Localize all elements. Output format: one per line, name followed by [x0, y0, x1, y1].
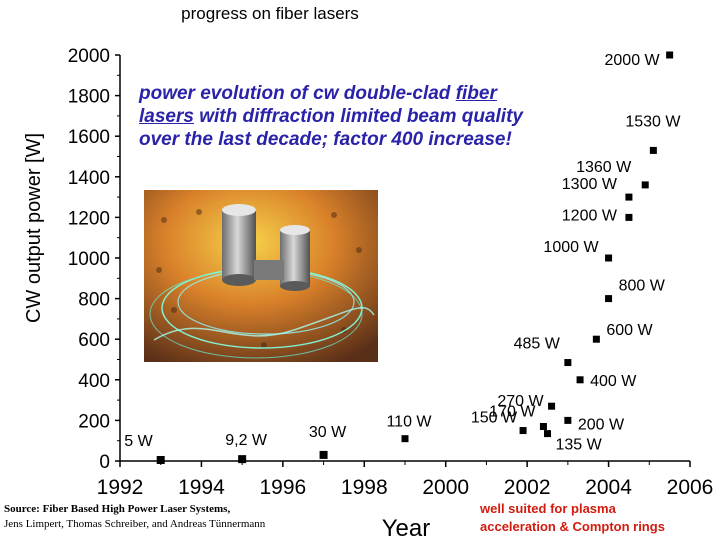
x-tick-label: 2006 [667, 476, 714, 499]
data-point-label: 1530 W [625, 113, 681, 130]
y-tick-label: 200 [78, 411, 110, 432]
y-tick-label: 400 [78, 371, 110, 392]
x-tick-label: 2002 [504, 476, 551, 499]
source-citation: Source: Fiber Based High Power Laser Sys… [4, 502, 354, 532]
source-line-2: Jens Limpert, Thomas Schreiber, and Andr… [4, 518, 266, 530]
x-ticks: 1992 1994 1996 1998 2000 2002 2004 2006 [97, 461, 714, 499]
data-point-label: 150 W [471, 410, 518, 427]
data-point [539, 422, 547, 430]
x-tick-label: 1992 [97, 476, 144, 499]
x-axis-label: Year [382, 515, 431, 540]
fiber-laser-photo [144, 190, 378, 362]
data-point [576, 376, 584, 384]
y-tick-label: 2000 [68, 46, 110, 67]
chart-annotation: power evolution of cw double-clad fiber … [139, 82, 539, 151]
y-axis-label: CW output power [W] [23, 133, 45, 323]
data-point [666, 51, 674, 59]
data-point-label: 110 W [386, 414, 432, 431]
y-tick-label: 1400 [68, 168, 110, 189]
y-tick-label: 600 [78, 330, 110, 351]
y-tick-label: 0 [99, 452, 110, 473]
x-tick-label: 1994 [178, 476, 225, 499]
application-note-line-2: acceleration & Compton rings [480, 519, 665, 534]
application-note-line-1: well suited for plasma [480, 501, 616, 516]
data-point-label: 5 W [124, 433, 153, 450]
data-point-label: 600 W [606, 322, 653, 339]
data-point [625, 193, 633, 201]
data-point-label: 2000 W [605, 52, 661, 69]
x-tick-label: 2000 [422, 476, 469, 499]
data-point-label: 400 W [590, 373, 637, 390]
y-tick-label: 1200 [68, 208, 110, 229]
y-ticks: 0 200 400 600 800 1000 1200 1400 1600 1800 2000 [68, 46, 120, 473]
y-tick-label: 1600 [68, 127, 110, 148]
x-tick-label: 2004 [585, 476, 632, 499]
data-point [319, 450, 328, 459]
data-point [564, 416, 572, 424]
data-point-label: 270 W [497, 393, 544, 410]
application-note: well suited for plasma acceleration & Co… [480, 500, 720, 536]
data-point [548, 402, 556, 410]
y-tick-label: 1000 [68, 249, 110, 270]
data-point-label: 1000 W [543, 239, 599, 256]
data-point [641, 181, 649, 189]
data-point-label: 800 W [619, 278, 666, 295]
x-tick-label: 1998 [341, 476, 388, 499]
slide-title: progress on fiber lasers [181, 4, 359, 23]
data-point-label: 485 W [514, 336, 561, 353]
data-point-label: 9,2 W [225, 432, 268, 449]
annotation-text-end: with diffraction limited beam quality ov… [139, 106, 523, 150]
annotation-text-start: power evolution of cw double-clad [139, 83, 456, 104]
x-tick-label: 1996 [259, 476, 306, 499]
data-point [238, 455, 247, 464]
data-point [649, 146, 657, 154]
data-point-label: 1360 W [576, 159, 632, 176]
data-point-label: 30 W [309, 424, 347, 441]
data-point-label: 200 W [578, 416, 625, 433]
data-point-label: 170 W [489, 403, 536, 420]
data-point-label: 1300 W [562, 176, 618, 193]
data-points [156, 51, 674, 464]
data-point [156, 455, 165, 464]
data-point [625, 213, 633, 221]
y-tick-label: 1800 [68, 87, 110, 108]
data-point [564, 359, 572, 367]
data-point [519, 427, 527, 435]
data-point-label: 1200 W [562, 207, 618, 224]
source-line-1: Source: Fiber Based High Power Laser Sys… [4, 503, 231, 515]
data-point [605, 254, 613, 262]
data-point [401, 435, 409, 443]
data-point [592, 335, 600, 343]
annotation-underlined-text: fiber lasers [139, 83, 497, 127]
data-point [544, 430, 551, 438]
data-point [605, 295, 613, 303]
y-tick-label: 800 [78, 290, 110, 311]
data-point-label: 135 W [556, 437, 603, 454]
